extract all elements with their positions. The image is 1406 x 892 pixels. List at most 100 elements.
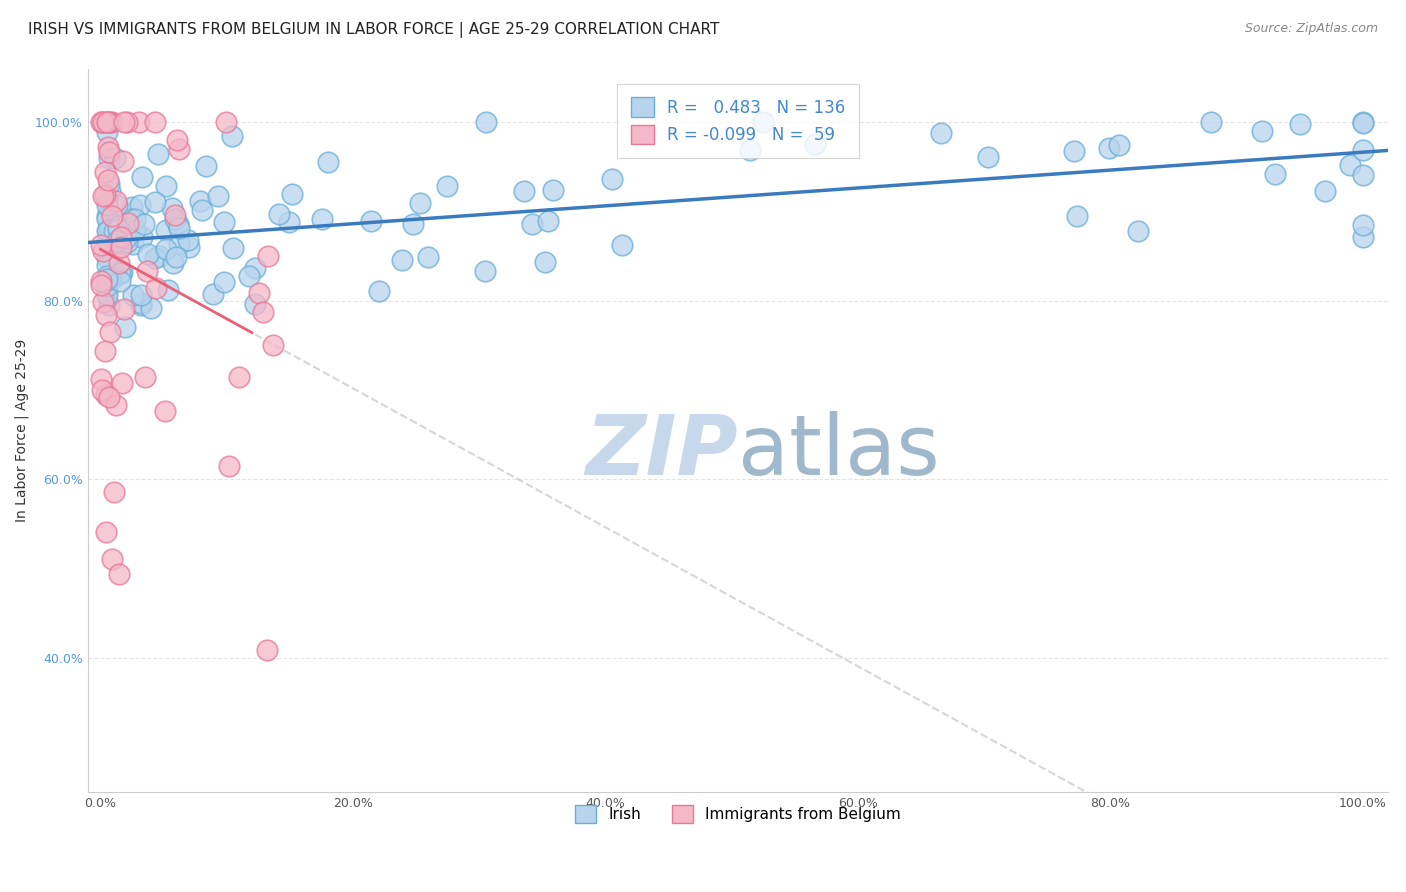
Point	[474, 264, 496, 278]
Point	[256, 643, 278, 657]
Point	[96, 271, 118, 285]
Point	[278, 215, 301, 229]
Point	[238, 269, 260, 284]
Point	[97, 222, 120, 236]
Point	[311, 212, 333, 227]
Point	[191, 203, 214, 218]
Point	[91, 189, 114, 203]
Text: atlas: atlas	[738, 411, 939, 492]
Point	[100, 217, 122, 231]
Point	[409, 195, 432, 210]
Point	[108, 566, 131, 581]
Point	[96, 192, 118, 206]
Point	[138, 246, 160, 260]
Point	[269, 207, 291, 221]
Point	[94, 388, 117, 402]
Point	[104, 194, 127, 209]
Point	[111, 376, 134, 391]
Legend: Irish, Immigrants from Belgium: Irish, Immigrants from Belgium	[562, 793, 914, 835]
Point	[169, 237, 191, 252]
Point	[600, 171, 623, 186]
Point	[93, 164, 115, 178]
Point	[96, 115, 118, 129]
Point	[98, 221, 121, 235]
Point	[107, 219, 129, 233]
Point	[110, 230, 132, 244]
Point	[215, 115, 238, 129]
Point	[108, 274, 131, 288]
Point	[1313, 184, 1336, 198]
Point	[98, 325, 121, 339]
Point	[96, 235, 118, 249]
Point	[155, 404, 177, 418]
Point	[157, 283, 180, 297]
Point	[202, 286, 225, 301]
Point	[108, 266, 131, 280]
Point	[436, 179, 458, 194]
Point	[110, 220, 132, 235]
Point	[179, 240, 201, 254]
Point	[165, 250, 187, 264]
Point	[281, 186, 304, 201]
Point	[96, 277, 118, 291]
Point	[245, 260, 267, 275]
Point	[222, 241, 245, 255]
Point	[110, 240, 132, 254]
Point	[98, 115, 121, 129]
Point	[96, 283, 118, 297]
Point	[1264, 167, 1286, 181]
Point	[98, 151, 121, 165]
Point	[391, 252, 413, 267]
Point	[90, 275, 112, 289]
Point	[98, 390, 121, 404]
Point	[97, 223, 120, 237]
Point	[104, 152, 127, 166]
Point	[166, 133, 188, 147]
Text: ZIP: ZIP	[585, 411, 738, 492]
Point	[104, 235, 127, 250]
Point	[195, 159, 218, 173]
Point	[112, 153, 135, 168]
Point	[117, 216, 139, 230]
Point	[96, 258, 118, 272]
Point	[1351, 168, 1374, 182]
Point	[96, 209, 118, 223]
Point	[1339, 158, 1361, 172]
Point	[163, 208, 186, 222]
Point	[96, 278, 118, 293]
Point	[98, 271, 121, 285]
Point	[534, 255, 557, 269]
Point	[520, 217, 543, 231]
Point	[105, 230, 128, 244]
Point	[146, 147, 169, 161]
Point	[105, 234, 128, 248]
Point	[96, 288, 118, 302]
Point	[96, 198, 118, 212]
Point	[228, 369, 250, 384]
Point	[1351, 219, 1374, 233]
Point	[94, 188, 117, 202]
Point	[135, 264, 157, 278]
Point	[101, 209, 124, 223]
Point	[103, 269, 125, 284]
Point	[129, 298, 152, 312]
Point	[107, 222, 129, 236]
Point	[165, 211, 187, 226]
Point	[160, 202, 183, 216]
Point	[104, 243, 127, 257]
Point	[90, 238, 112, 252]
Point	[155, 223, 177, 237]
Point	[112, 115, 135, 129]
Point	[105, 223, 128, 237]
Point	[752, 115, 775, 129]
Point	[110, 266, 132, 280]
Point	[360, 214, 382, 228]
Point	[131, 230, 153, 244]
Point	[132, 218, 155, 232]
Point	[145, 281, 167, 295]
Point	[129, 197, 152, 211]
Point	[96, 224, 118, 238]
Point	[122, 236, 145, 251]
Point	[96, 115, 118, 129]
Point	[221, 128, 243, 143]
